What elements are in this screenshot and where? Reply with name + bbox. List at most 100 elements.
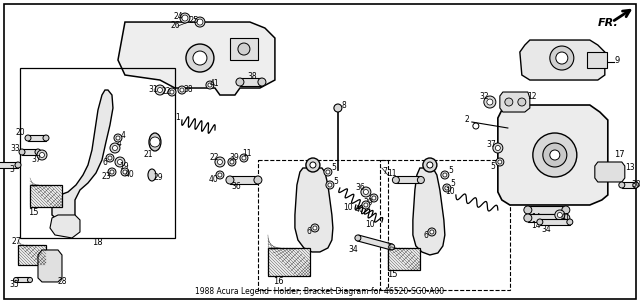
- Polygon shape: [230, 176, 258, 184]
- Circle shape: [258, 78, 266, 86]
- Circle shape: [313, 226, 317, 230]
- Circle shape: [43, 135, 49, 141]
- Circle shape: [334, 104, 342, 112]
- Text: 6: 6: [424, 231, 428, 241]
- Circle shape: [180, 13, 190, 23]
- Text: 35: 35: [9, 281, 19, 289]
- Circle shape: [362, 201, 370, 209]
- Text: 16: 16: [273, 278, 284, 286]
- Text: 5: 5: [490, 162, 495, 171]
- Circle shape: [116, 136, 120, 140]
- Circle shape: [178, 86, 186, 94]
- Text: 41: 41: [561, 214, 571, 222]
- Circle shape: [113, 145, 118, 151]
- Circle shape: [361, 187, 371, 197]
- Circle shape: [493, 143, 503, 153]
- Circle shape: [524, 214, 532, 222]
- Circle shape: [37, 150, 47, 160]
- Circle shape: [110, 143, 120, 153]
- Bar: [587, 52, 607, 68]
- Circle shape: [443, 184, 451, 192]
- Circle shape: [170, 90, 174, 94]
- Circle shape: [326, 181, 334, 189]
- Circle shape: [115, 157, 125, 167]
- Text: 40: 40: [355, 205, 365, 215]
- Circle shape: [555, 210, 565, 220]
- Circle shape: [533, 133, 577, 177]
- Text: 21: 21: [143, 151, 153, 159]
- Circle shape: [417, 176, 424, 184]
- Circle shape: [108, 156, 112, 160]
- Bar: [18, 245, 46, 265]
- Circle shape: [550, 150, 560, 160]
- Circle shape: [498, 160, 502, 164]
- Text: 10: 10: [445, 188, 454, 196]
- Circle shape: [518, 98, 526, 106]
- Circle shape: [473, 123, 479, 129]
- Circle shape: [619, 182, 625, 188]
- Circle shape: [15, 162, 21, 168]
- Text: 10: 10: [365, 221, 374, 229]
- Circle shape: [311, 224, 319, 232]
- Text: 6: 6: [102, 158, 108, 168]
- Circle shape: [240, 154, 248, 162]
- Text: FR.: FR.: [598, 18, 619, 28]
- Bar: [258, 160, 388, 290]
- Polygon shape: [595, 162, 625, 182]
- Polygon shape: [118, 22, 275, 95]
- Text: 13: 13: [625, 164, 635, 172]
- Text: 1988 Acura Legend  Holder, Bracket Diagram for 46520-SG0-A00: 1988 Acura Legend Holder, Bracket Diagra…: [195, 287, 444, 296]
- Circle shape: [443, 173, 447, 177]
- Text: 5: 5: [449, 166, 453, 175]
- Polygon shape: [50, 215, 80, 238]
- Text: 22: 22: [209, 154, 219, 162]
- Circle shape: [218, 173, 222, 177]
- Text: 40: 40: [125, 171, 135, 179]
- Circle shape: [310, 162, 316, 168]
- Text: 11: 11: [242, 149, 252, 158]
- Text: 36: 36: [231, 182, 241, 191]
- Circle shape: [487, 99, 493, 105]
- Text: 19: 19: [119, 162, 129, 171]
- Text: 24: 24: [173, 12, 183, 21]
- Circle shape: [121, 168, 129, 176]
- Polygon shape: [622, 182, 636, 188]
- Text: 37: 37: [31, 155, 41, 165]
- Circle shape: [35, 149, 41, 155]
- Circle shape: [557, 212, 563, 218]
- Text: 7: 7: [383, 168, 387, 176]
- Text: 18: 18: [92, 238, 102, 248]
- Text: 4: 4: [116, 138, 122, 148]
- Circle shape: [106, 154, 114, 162]
- Circle shape: [550, 46, 574, 70]
- Text: 34: 34: [348, 245, 358, 255]
- Circle shape: [633, 182, 639, 188]
- Circle shape: [118, 159, 122, 165]
- Circle shape: [155, 85, 165, 95]
- Text: 6: 6: [307, 228, 311, 236]
- Circle shape: [180, 88, 184, 92]
- Circle shape: [524, 206, 532, 214]
- Circle shape: [441, 171, 449, 179]
- Ellipse shape: [148, 169, 156, 181]
- Circle shape: [567, 219, 573, 225]
- Circle shape: [364, 203, 368, 207]
- Circle shape: [236, 78, 244, 86]
- Text: 40: 40: [209, 175, 219, 185]
- Circle shape: [13, 278, 19, 282]
- Circle shape: [195, 17, 205, 27]
- Text: 5: 5: [451, 179, 455, 188]
- Circle shape: [427, 162, 433, 168]
- Circle shape: [150, 137, 160, 147]
- Circle shape: [168, 88, 176, 96]
- Text: 9: 9: [614, 55, 620, 65]
- Polygon shape: [38, 250, 62, 282]
- Polygon shape: [498, 105, 608, 205]
- Text: 8: 8: [342, 101, 346, 109]
- Polygon shape: [22, 149, 38, 155]
- Text: 5: 5: [333, 178, 339, 186]
- Polygon shape: [0, 162, 18, 168]
- Circle shape: [208, 83, 212, 87]
- Polygon shape: [413, 168, 445, 255]
- Circle shape: [218, 159, 223, 165]
